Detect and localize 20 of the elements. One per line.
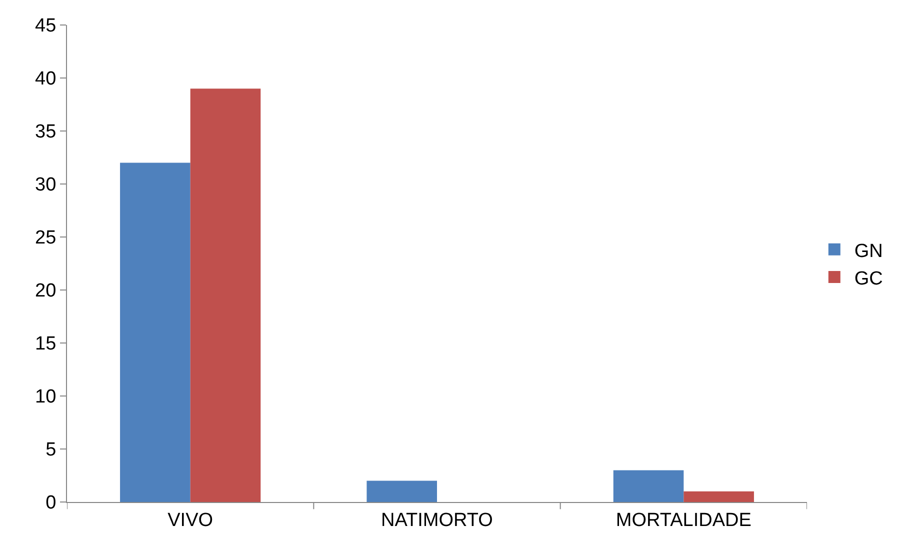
y-tick-label: 15 xyxy=(35,334,56,355)
bar xyxy=(120,162,190,502)
bar xyxy=(366,480,437,502)
x-tick-label: MORTALIDADE xyxy=(616,510,752,531)
x-tick-label: VIVO xyxy=(168,510,214,531)
bar xyxy=(613,470,684,502)
y-tick-label: 0 xyxy=(46,492,56,514)
legend-label: GN xyxy=(854,240,883,262)
y-tick-label: 25 xyxy=(35,228,56,249)
legend-label: GC xyxy=(854,268,883,290)
y-tick-label: 10 xyxy=(35,386,56,408)
y-tick-label: 45 xyxy=(35,16,56,37)
y-tick-label: 35 xyxy=(35,122,56,143)
y-tick-label: 30 xyxy=(35,174,56,196)
bar xyxy=(190,88,261,502)
y-tick-label: 40 xyxy=(35,68,56,90)
bar xyxy=(684,491,754,502)
y-tick-label: 20 xyxy=(35,280,56,302)
x-tick-label: NATIMORTO xyxy=(381,510,493,531)
y-tick-label: 5 xyxy=(46,440,56,461)
